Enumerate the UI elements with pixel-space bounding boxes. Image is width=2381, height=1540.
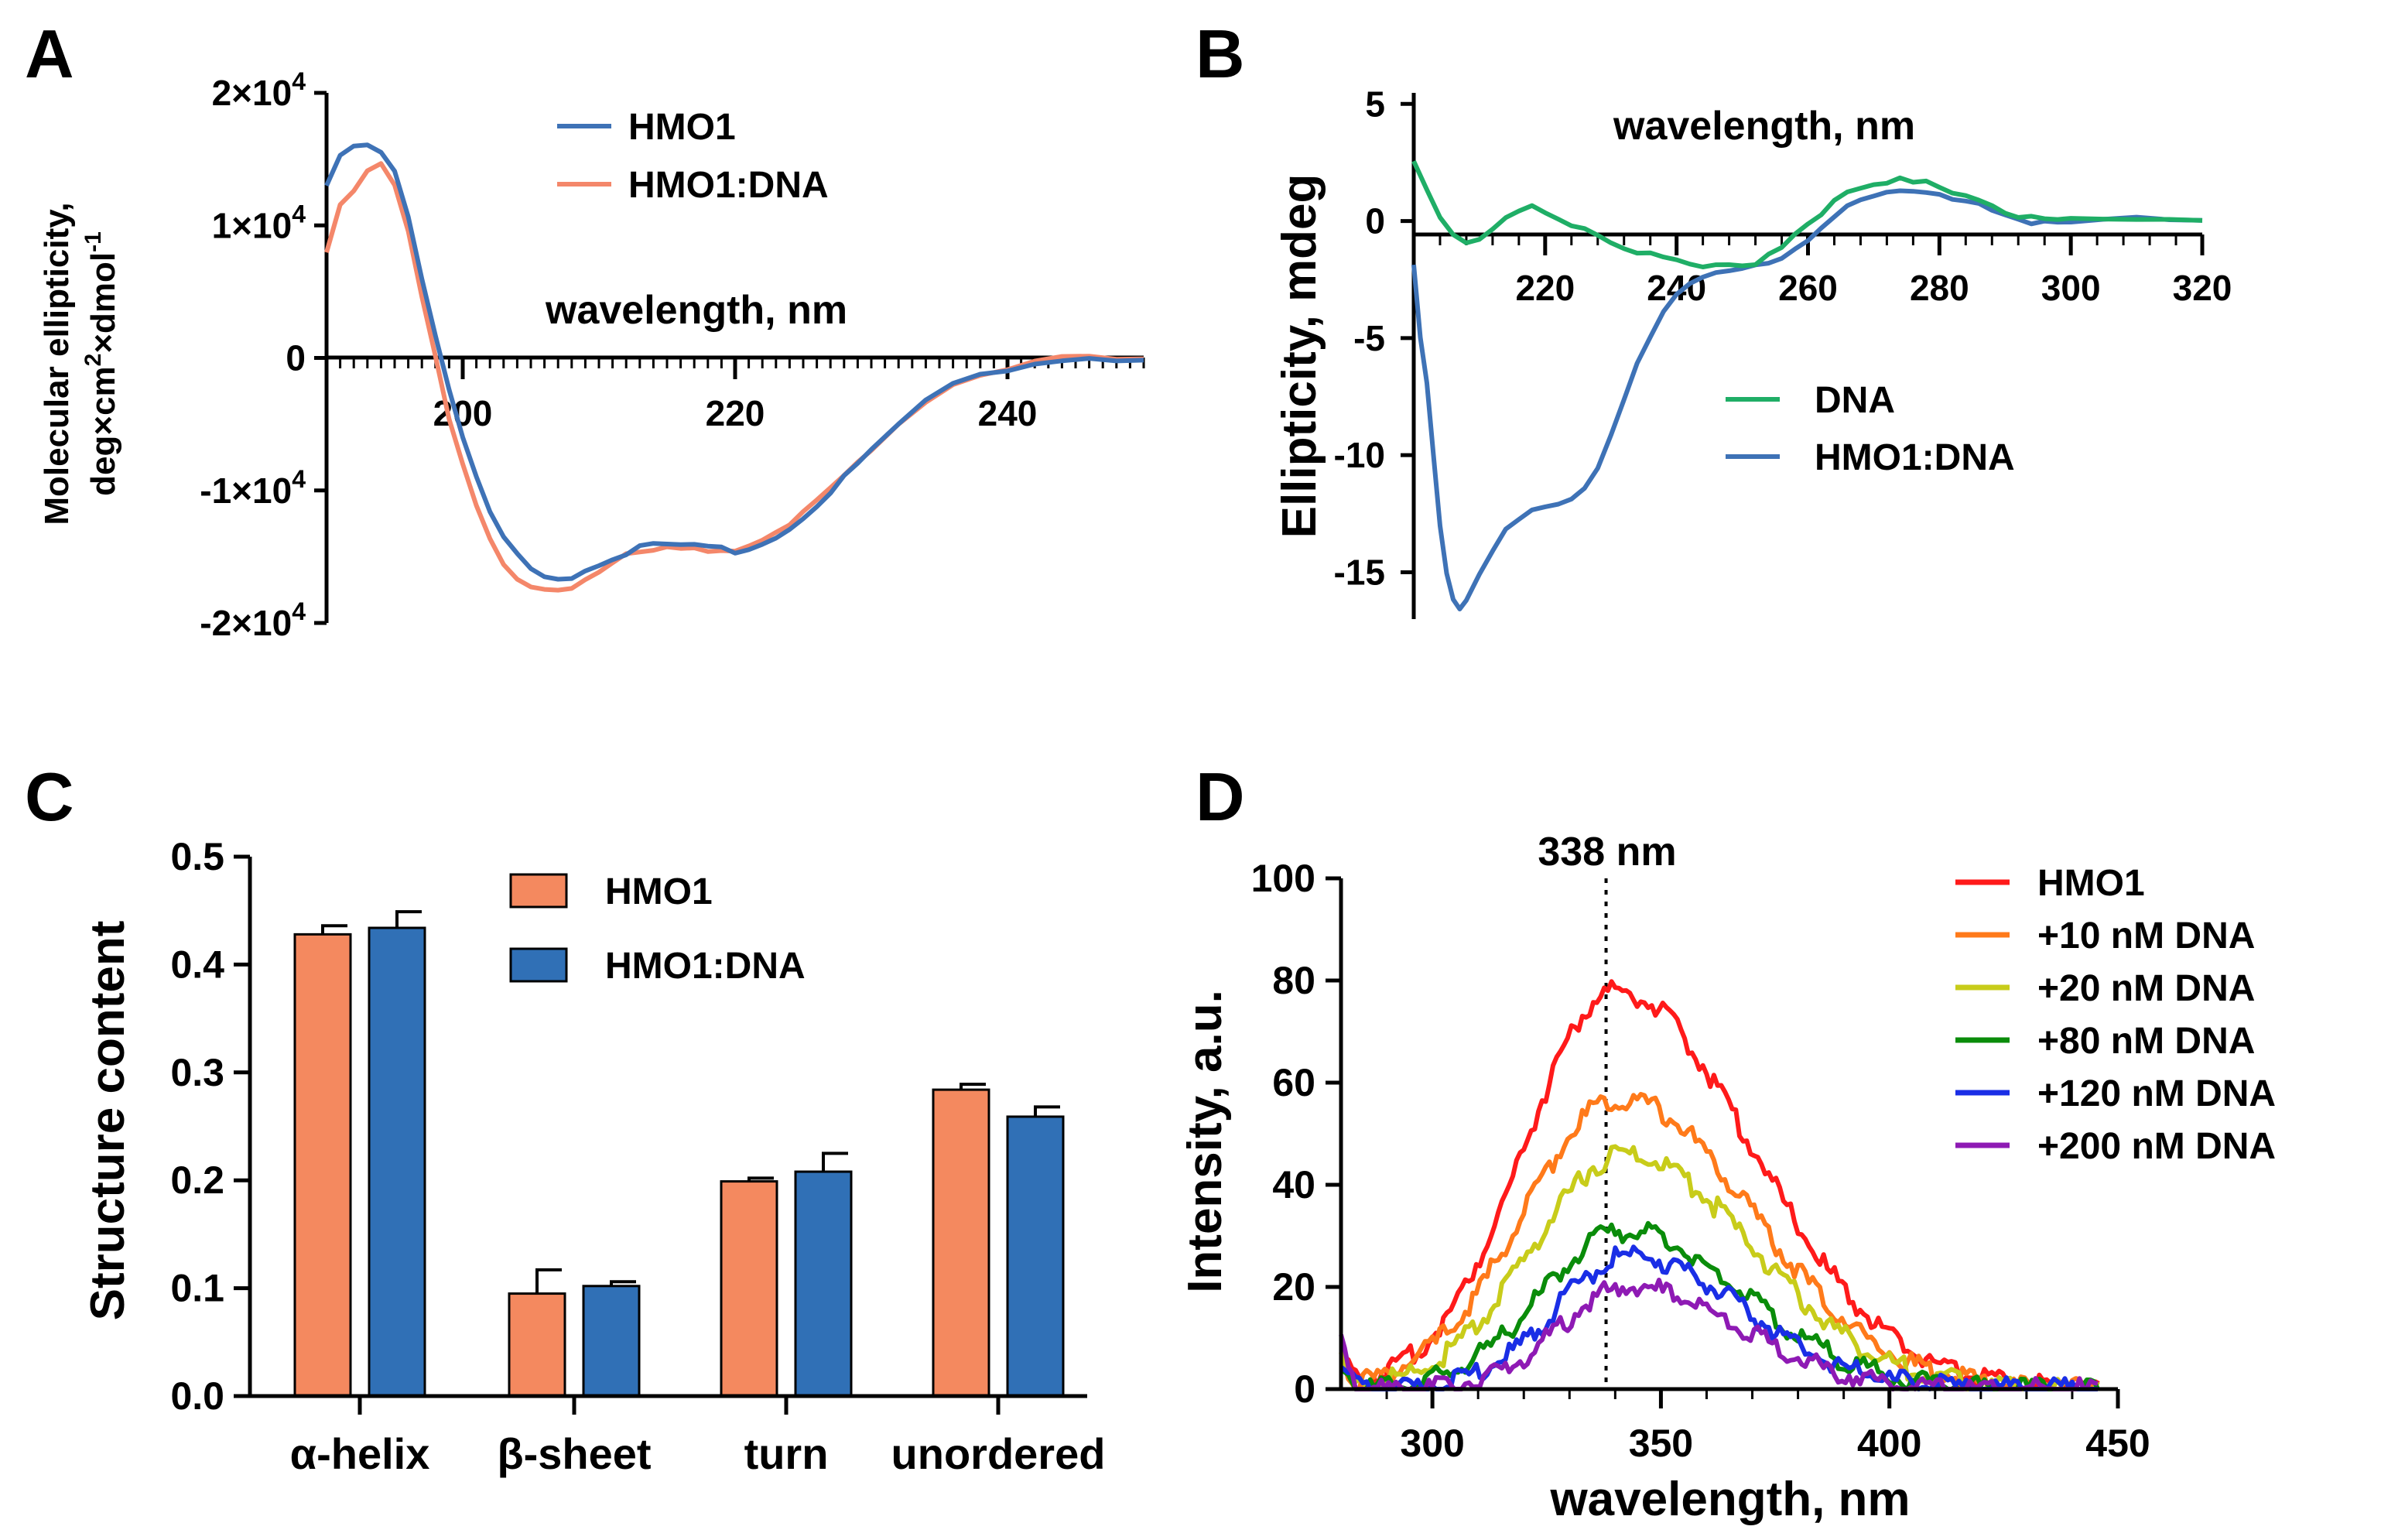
panel-a-ytick-label: 2×104 bbox=[212, 67, 306, 113]
panel-b-ylabel: Ellipticity, mdeg bbox=[1273, 174, 1326, 539]
panel-b-legend-dna: DNA bbox=[1815, 380, 1895, 421]
panel-c-xtick-label: α-helix bbox=[290, 1429, 430, 1478]
panel-b-x-ticks: 220 240 260 280 300 320 bbox=[1439, 234, 2232, 308]
panel-b-series-line bbox=[1411, 159, 2203, 269]
panel-a-ytick-label: 1×104 bbox=[212, 200, 306, 245]
panel-d-ytick-label: 0 bbox=[1294, 1367, 1315, 1411]
panel-c-legend-hmo1: HMO1 bbox=[605, 871, 713, 912]
panel-c-legend-hmo1-dna: HMO1:DNA bbox=[605, 946, 806, 987]
panel-d-legend-label: +200 nM DNA bbox=[2037, 1126, 2276, 1167]
panel-b-xtick-label: 320 bbox=[2173, 268, 2232, 308]
panel-c-ylabel: Structure content bbox=[81, 921, 135, 1321]
panel-a-xtick-label: 220 bbox=[706, 393, 765, 433]
panel-a-ytick-label: 0 bbox=[286, 338, 306, 378]
panel-a-letter: A bbox=[25, 15, 74, 92]
panel-a-ytick-label: -1×104 bbox=[200, 465, 306, 511]
panel-b-series bbox=[1411, 159, 2203, 611]
panel-b: B Ellipticity, mdeg 5 0 -5 -10 -15 220 240 260… bbox=[1196, 15, 2232, 619]
panel-c-ytick-label: 0.0 bbox=[170, 1374, 224, 1418]
panel-a-series bbox=[324, 142, 1144, 593]
panel-b-ytick-label: -15 bbox=[1334, 552, 1385, 592]
panel-b-xtick-label: 300 bbox=[2041, 268, 2101, 308]
panel-b-xtick-label: 240 bbox=[1647, 268, 1706, 308]
panel-d-series-line bbox=[1339, 1092, 2099, 1391]
panel-c-bar bbox=[1006, 1115, 1065, 1398]
panel-d-xtick-label: 300 bbox=[1400, 1422, 1464, 1465]
panel-d-legend-label: +10 nM DNA bbox=[2037, 915, 2255, 957]
panel-c-bar bbox=[582, 1285, 641, 1398]
panel-c-ytick-label: 0.5 bbox=[170, 835, 224, 878]
panel-d-legend: HMO1 +10 nM DNA +20 nM DNA +80 nM DNA +120 n… bbox=[1955, 863, 2276, 1167]
panel-b-series-line bbox=[1411, 188, 2203, 611]
panel-d-y-ticks: 0 20 40 60 80 100 bbox=[1251, 857, 1341, 1411]
panel-a-ylabel-line1: Molecular ellipticity, bbox=[38, 202, 76, 525]
panel-c-ytick-label: 0.3 bbox=[170, 1051, 224, 1094]
panel-a-y-ticks: 2×104 1×104 0 -1×104 -2×104 bbox=[200, 67, 327, 643]
panel-d-ytick-label: 80 bbox=[1272, 959, 1315, 1002]
panel-d-xtick-label: 350 bbox=[1629, 1422, 1693, 1465]
panel-d-legend-label: +20 nM DNA bbox=[2037, 968, 2255, 1009]
panel-d-x-ticks: 300 350 400 450 bbox=[1385, 1389, 2150, 1465]
panel-c-y-ticks: 0.0 0.1 0.2 0.3 0.4 0.5 bbox=[170, 835, 250, 1418]
panel-c-bar bbox=[293, 933, 352, 1398]
panel-d-peak-annotation: 338 nm bbox=[1538, 830, 1676, 874]
panel-c-legend-swatch-hmo1 bbox=[509, 873, 568, 909]
panel-b-ytick-label: 5 bbox=[1365, 84, 1385, 124]
panel-c-legend-swatch-hmo1-dna bbox=[509, 947, 568, 983]
panel-a-legend-hmo1: HMO1 bbox=[628, 107, 736, 148]
panel-b-ytick-label: -10 bbox=[1334, 435, 1385, 475]
panel-b-legend-hmo1-dna: HMO1:DNA bbox=[1815, 437, 2015, 478]
panel-c-xtick-label: unordered bbox=[891, 1429, 1106, 1478]
panel-b-xtick-label: 280 bbox=[1910, 268, 1969, 308]
panel-c-ytick-label: 0.2 bbox=[170, 1158, 224, 1202]
panel-c-bar bbox=[368, 926, 426, 1398]
panel-d-ytick-label: 20 bbox=[1272, 1265, 1315, 1309]
panel-c-bar bbox=[508, 1292, 566, 1398]
panel-d-legend-label: HMO1 bbox=[2037, 863, 2145, 904]
panel-a-xlabel: wavelength, nm bbox=[545, 288, 847, 333]
panel-d-ytick-label: 60 bbox=[1272, 1061, 1315, 1104]
panel-b-xtick-label: 260 bbox=[1778, 268, 1838, 308]
panel-a: A Molecular ellipticity, deg×cm2×dmol-1 … bbox=[25, 15, 1145, 643]
panel-d-series-line bbox=[1339, 1144, 2100, 1391]
panel-d-ytick-label: 100 bbox=[1251, 857, 1315, 900]
panel-d-xtick-label: 400 bbox=[1857, 1422, 1921, 1465]
panel-c-bar bbox=[720, 1180, 778, 1398]
panel-d-ytick-label: 40 bbox=[1272, 1163, 1315, 1206]
panel-c-bars bbox=[293, 910, 1065, 1398]
panel-d: D Intensity, a.u. 0 20 40 60 80 100 300 350 400… bbox=[1179, 758, 2276, 1526]
panel-d-xlabel: wavelength, nm bbox=[1549, 1473, 1910, 1526]
panel-c-ytick-label: 0.1 bbox=[170, 1267, 224, 1310]
panel-a-xtick-label: 240 bbox=[978, 393, 1038, 433]
panel-d-series-line bbox=[1339, 1278, 2099, 1391]
panel-c-bar bbox=[932, 1088, 990, 1398]
panel-b-letter: B bbox=[1196, 15, 1245, 92]
panel-a-legend-hmo1-dna: HMO1:DNA bbox=[628, 165, 829, 206]
panel-a-ytick-label: -2×104 bbox=[200, 597, 306, 643]
panel-a-xtick-label: 200 bbox=[433, 393, 493, 433]
panel-c-x-labels: α-helix β-sheet turn unordered bbox=[290, 1396, 1106, 1478]
panel-d-legend-label: +120 nM DNA bbox=[2037, 1073, 2276, 1114]
panel-a-series-line bbox=[324, 142, 1144, 582]
panel-d-ylabel: Intensity, a.u. bbox=[1179, 990, 1232, 1293]
panel-c-letter: C bbox=[25, 758, 74, 835]
panel-d-letter: D bbox=[1196, 758, 1245, 835]
panel-a-ylabel-line2: deg×cm2×dmol-1 bbox=[80, 231, 122, 496]
panel-b-xtick-label: 220 bbox=[1515, 268, 1575, 308]
panel-c-ytick-label: 0.4 bbox=[170, 943, 224, 986]
panel-c-xtick-label: turn bbox=[744, 1429, 829, 1478]
panel-c-bar bbox=[794, 1170, 853, 1398]
panel-b-y-ticks: 5 0 -5 -10 -15 bbox=[1334, 84, 1414, 592]
panel-c-xtick-label: β-sheet bbox=[497, 1429, 651, 1478]
panel-d-legend-label: +80 nM DNA bbox=[2037, 1021, 2255, 1062]
panel-b-ytick-label: 0 bbox=[1365, 201, 1385, 241]
panel-b-ytick-label: -5 bbox=[1353, 318, 1385, 358]
panel-b-xlabel: wavelength, nm bbox=[1613, 104, 1915, 149]
panel-c: C Structure content 0.0 0.1 0.2 0.3 0.4 0.5 α… bbox=[25, 758, 1105, 1478]
panel-d-xtick-label: 450 bbox=[2085, 1422, 2150, 1465]
